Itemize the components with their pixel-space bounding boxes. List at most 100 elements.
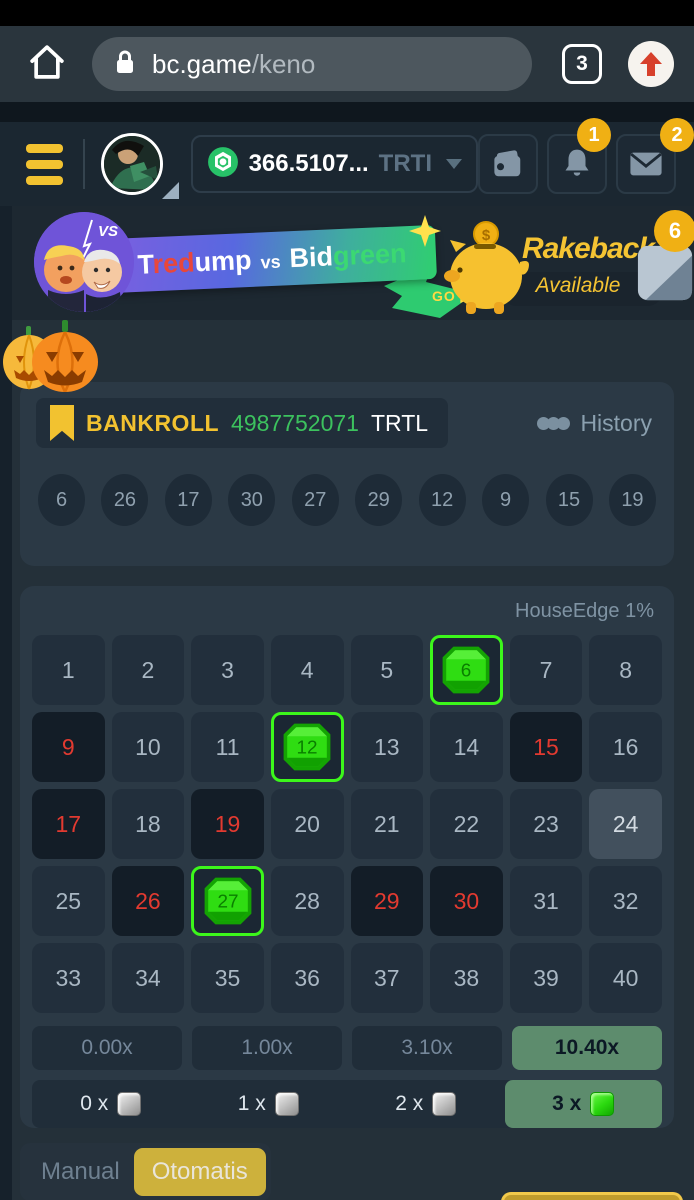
keno-cell-23[interactable]: 23: [509, 789, 583, 859]
menu-button[interactable]: [26, 143, 63, 185]
keno-cell-18[interactable]: 18: [111, 789, 185, 859]
keno-cell-24[interactable]: 24: [589, 789, 662, 859]
bankroll-panel: BANKROLL 4987752071 TRTL History 6 26 17 30…: [20, 382, 674, 566]
coin-icon: [207, 146, 239, 183]
silver-gem-icon: [432, 1092, 457, 1116]
keno-cell-16[interactable]: 16: [589, 712, 662, 782]
chevron-down-icon: [446, 159, 462, 169]
rakeback-title: Rakeback: [521, 232, 655, 265]
left-edge-shadow: [0, 206, 12, 1200]
keno-cell-11[interactable]: 11: [191, 712, 264, 782]
house-edge-label: HouseEdge 1%: [515, 600, 654, 622]
keno-cell-3[interactable]: 3: [191, 635, 264, 705]
tab-manual[interactable]: Manual: [41, 1158, 120, 1185]
recent-numbers-row: 6 26 17 30 27 29 12 9 15 19: [36, 474, 658, 526]
keno-cell-32[interactable]: 32: [589, 866, 662, 936]
keno-cell-19[interactable]: 19: [191, 789, 264, 859]
keno-cell-38[interactable]: 38: [430, 943, 503, 1013]
recent-number: 27: [291, 474, 339, 526]
pumpkin-decoration-icon: [2, 320, 104, 397]
recent-number: 19: [608, 474, 656, 526]
recent-number: 9: [482, 474, 530, 526]
lock-icon: [114, 48, 136, 81]
keno-cell-12[interactable]: 12: [270, 712, 344, 782]
keno-cell-8[interactable]: 8: [589, 635, 662, 705]
tab-counter-button[interactable]: 3: [562, 44, 602, 84]
keno-cell-20[interactable]: 20: [270, 789, 344, 859]
mail-badge: 2: [660, 118, 694, 152]
notifications-button[interactable]: 1: [547, 118, 611, 194]
svg-text:12: 12: [297, 737, 318, 758]
avatar-expand-icon: [161, 182, 179, 199]
balance-selector[interactable]: 366.5107... TRTI: [190, 135, 478, 193]
keno-cell-25[interactable]: 25: [32, 866, 105, 936]
keno-cell-33[interactable]: 33: [32, 943, 105, 1013]
keno-cell-31[interactable]: 31: [509, 866, 583, 936]
keno-cell-7[interactable]: 7: [509, 635, 583, 705]
keno-cell-13[interactable]: 13: [350, 712, 424, 782]
address-bar[interactable]: bc.game/keno: [92, 37, 532, 91]
url-path: /keno: [251, 48, 316, 79]
recent-number: 15: [545, 474, 593, 526]
banner-title-part: red: [151, 246, 196, 279]
bookmark-icon: [50, 405, 74, 441]
keno-cell-27[interactable]: 27: [191, 866, 264, 936]
keno-cell-36[interactable]: 36: [270, 943, 344, 1013]
mail-button[interactable]: 2: [616, 118, 694, 194]
keno-cell-6[interactable]: 6: [430, 635, 503, 705]
chrome-divider: [0, 102, 694, 122]
tab-auto[interactable]: Otomatis: [133, 1148, 266, 1196]
silver-gem-icon: [117, 1092, 142, 1116]
keno-cell-2[interactable]: 2: [111, 635, 185, 705]
hits-2x: 2 x: [347, 1080, 505, 1128]
keno-cell-4[interactable]: 4: [270, 635, 344, 705]
keno-cell-26[interactable]: 26: [111, 866, 185, 936]
keno-cell-28[interactable]: 28: [270, 866, 344, 936]
rakeback-subtitle: Available: [535, 274, 621, 297]
keno-cell-39[interactable]: 39: [509, 943, 583, 1013]
keno-cell-35[interactable]: 35: [191, 943, 264, 1013]
keno-cell-15[interactable]: 15: [509, 712, 583, 782]
avatar[interactable]: [100, 133, 179, 199]
multiplier-3.10x: 3.10x: [352, 1026, 502, 1070]
hits-1x: 1 x: [190, 1080, 348, 1128]
keno-cell-17[interactable]: 17: [32, 789, 105, 859]
bet-button-partial[interactable]: [501, 1192, 683, 1200]
keno-cell-21[interactable]: 21: [350, 789, 424, 859]
red-up-arrow-icon: [640, 52, 662, 76]
history-button[interactable]: History: [537, 410, 652, 437]
keno-cell-29[interactable]: 29: [350, 866, 424, 936]
hits-label: 1 x: [237, 1092, 266, 1115]
balance-amount: 366.5107...: [248, 150, 369, 177]
rakeback-pill-bg: [500, 272, 664, 306]
bankroll-value: 4987752071: [231, 409, 359, 436]
hits-label: 3 x: [552, 1092, 582, 1115]
promo-banner[interactable]: VS GO ▶ Tredump vs Bidgreen: [0, 206, 694, 320]
bankroll-currency: TRTL: [370, 409, 429, 436]
browser-toolbar: bc.game/keno 3: [0, 26, 694, 102]
banner-title-part: ump: [193, 244, 253, 277]
recent-number: 12: [418, 474, 466, 526]
keno-cell-30[interactable]: 30: [430, 866, 503, 936]
multiplier-0.00x: 0.00x: [32, 1026, 182, 1070]
keno-cell-5[interactable]: 5: [350, 635, 424, 705]
upload-arrow-button[interactable]: [628, 41, 674, 87]
header-divider: [82, 139, 85, 189]
svg-text:27: 27: [217, 891, 238, 912]
keno-cell-34[interactable]: 34: [111, 943, 185, 1013]
keno-cell-14[interactable]: 14: [430, 712, 503, 782]
keno-panel: HouseEdge 1% 1 2 3 4 5 6 7 8 9 10 11 12 13 14 15 16 17 18…: [20, 586, 674, 1128]
banner-title-part: Bid: [288, 240, 334, 273]
keno-cell-40[interactable]: 40: [589, 943, 662, 1013]
balance-currency: TRTI: [378, 150, 432, 177]
keno-cell-22[interactable]: 22: [430, 789, 503, 859]
keno-cell-9[interactable]: 9: [32, 712, 105, 782]
recent-number: 29: [355, 474, 403, 526]
keno-cell-10[interactable]: 10: [111, 712, 185, 782]
home-icon[interactable]: [26, 41, 68, 88]
app-header: 366.5107... TRTI 1 2: [0, 118, 694, 206]
wallet-button[interactable]: [478, 134, 538, 194]
status-bar: [0, 0, 694, 26]
keno-cell-1[interactable]: 1: [32, 635, 105, 705]
keno-cell-37[interactable]: 37: [350, 943, 424, 1013]
